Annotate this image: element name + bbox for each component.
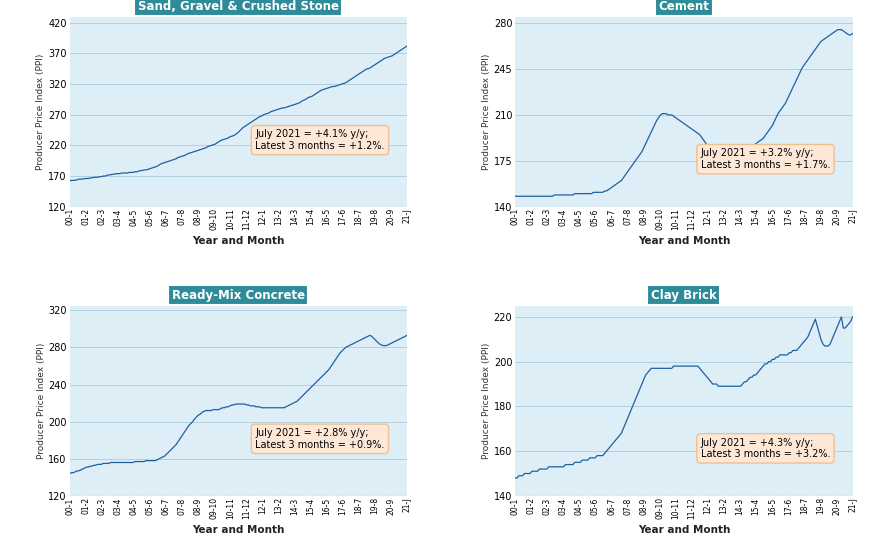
Y-axis label: Producer Price Index (PPI): Producer Price Index (PPI) <box>36 343 45 459</box>
Text: July 2021 = +3.2% y/y;
Latest 3 months = +1.7%.: July 2021 = +3.2% y/y; Latest 3 months =… <box>700 148 829 170</box>
X-axis label: Year and Month: Year and Month <box>192 236 284 246</box>
Text: Clay Brick: Clay Brick <box>650 289 716 302</box>
Text: Ready-Mix Concrete: Ready-Mix Concrete <box>171 289 304 302</box>
Text: Cement: Cement <box>658 0 708 13</box>
X-axis label: Year and Month: Year and Month <box>192 525 284 535</box>
Y-axis label: Producer Price Index (PPI): Producer Price Index (PPI) <box>481 343 490 459</box>
Text: July 2021 = +4.3% y/y;
Latest 3 months = +3.2%.: July 2021 = +4.3% y/y; Latest 3 months =… <box>700 437 829 459</box>
Y-axis label: Producer Price Index (PPI): Producer Price Index (PPI) <box>481 53 490 170</box>
Y-axis label: Producer Price Index (PPI): Producer Price Index (PPI) <box>36 53 45 170</box>
X-axis label: Year and Month: Year and Month <box>637 525 729 535</box>
X-axis label: Year and Month: Year and Month <box>637 236 729 246</box>
Text: July 2021 = +4.1% y/y;
Latest 3 months = +1.2%.: July 2021 = +4.1% y/y; Latest 3 months =… <box>255 129 384 151</box>
Text: July 2021 = +2.8% y/y;
Latest 3 months = +0.9%.: July 2021 = +2.8% y/y; Latest 3 months =… <box>255 428 384 450</box>
Text: Sand, Gravel & Crushed Stone: Sand, Gravel & Crushed Stone <box>137 0 338 13</box>
